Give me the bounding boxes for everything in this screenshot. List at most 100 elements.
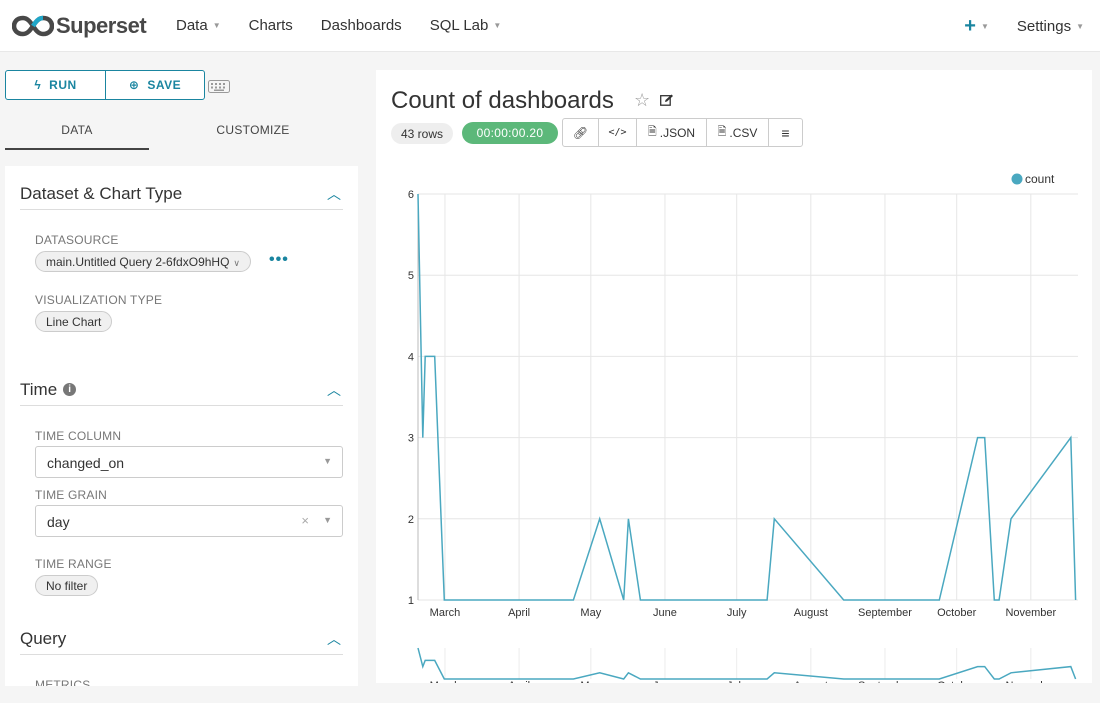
time-grain-label: TIME GRAIN — [35, 488, 108, 502]
plus-circle-icon: ⊕ — [128, 78, 140, 92]
file-icon: 🗎 — [717, 126, 727, 138]
clear-icon[interactable]: × — [301, 513, 309, 528]
save-button[interactable]: ⊕ SAVE — [105, 71, 204, 99]
x-tick-label: November — [1005, 680, 1056, 683]
json-button[interactable]: 🗎 .JSON — [636, 119, 706, 146]
new-menu[interactable]: + ▼ — [950, 0, 1003, 52]
y-tick-label: 6 — [408, 189, 414, 201]
x-tick-label: July — [727, 680, 747, 683]
csv-button[interactable]: 🗎 .CSV — [706, 119, 768, 146]
settings-menu[interactable]: Settings ▼ — [1003, 0, 1084, 52]
datasource-value: main.Untitled Query 2-6fdxO9hHQ — [46, 255, 230, 269]
plus-icon: + — [964, 14, 976, 37]
control-tabs: DATA CUSTOMIZE — [5, 114, 358, 150]
top-navbar: Superset Data ▼ Charts Dashboards SQL Lab… — [0, 0, 1100, 52]
bolt-icon: ϟ — [34, 78, 42, 92]
chevron-up-icon[interactable]: ︿ — [327, 186, 341, 202]
y-tick-label: 3 — [408, 433, 414, 445]
x-tick-label: March — [430, 680, 461, 683]
nav-data[interactable]: Data ▼ — [162, 0, 235, 52]
x-tick-label: June — [653, 607, 677, 619]
y-tick-label: 4 — [408, 351, 414, 363]
x-tick-label: September — [858, 680, 912, 683]
chevron-down-icon: ▼ — [212, 21, 221, 30]
nav-charts[interactable]: Charts — [235, 0, 307, 52]
chevron-down-icon: ▼ — [1076, 21, 1084, 31]
chevron-down-icon: ▼ — [323, 515, 332, 525]
time-grain-value: day — [47, 514, 70, 530]
viz-type-label: VISUALIZATION TYPE — [35, 293, 163, 307]
nav-data-label: Data — [176, 17, 208, 34]
y-axis-ticks: 1 2 3 4 5 6 — [408, 189, 414, 607]
run-button[interactable]: ϟ RUN — [6, 71, 105, 99]
x-tick-label: November — [1005, 607, 1056, 619]
nav-charts-label: Charts — [248, 17, 293, 34]
link-button[interactable]: 🔗︎ — [563, 119, 598, 146]
embed-button[interactable]: </> — [598, 119, 636, 146]
x-tick-label: October — [937, 607, 976, 619]
chevron-down-icon: ▼ — [493, 21, 502, 30]
info-icon[interactable]: i — [63, 383, 77, 396]
chart-title[interactable]: Count of dashboards — [391, 87, 614, 114]
y-tick-label: 2 — [408, 514, 414, 526]
query-time-badge: 00:00:00.20 — [462, 122, 558, 144]
edit-icon[interactable] — [660, 94, 674, 106]
time-range-pill[interactable]: No filter — [35, 575, 99, 596]
data-panel: Dataset & Chart Type ︿ DATASOURCE main.U… — [5, 166, 358, 686]
time-column-select[interactable]: changed_on ▼ — [35, 446, 343, 478]
x-tick-label: July — [727, 607, 747, 619]
tab-data[interactable]: DATA — [5, 114, 149, 150]
chevron-down-icon: ▼ — [323, 456, 332, 466]
keyboard-icon[interactable] — [208, 80, 230, 93]
nav-sql-lab[interactable]: SQL Lab ▼ — [416, 0, 516, 52]
hamburger-icon: ≡ — [781, 124, 790, 141]
link-icon: 🔗︎ — [572, 125, 589, 140]
brand[interactable]: Superset — [12, 13, 162, 39]
star-icon[interactable]: ☆ — [634, 90, 651, 110]
chart-legend: count — [1011, 172, 1055, 186]
chart-panel: Count of dashboards ☆ 43 rows 00:00:00.2… — [376, 70, 1092, 683]
section-query-title: Query — [20, 628, 67, 648]
section-dataset-header[interactable]: Dataset & Chart Type ︿ — [20, 178, 343, 210]
nav-dashboards-label: Dashboards — [320, 17, 402, 34]
chevron-up-icon[interactable]: ︿ — [327, 631, 341, 647]
legend-label: count — [1025, 172, 1055, 186]
chevron-down-icon: ∨ — [233, 258, 241, 268]
code-icon: </> — [608, 127, 627, 138]
time-column-value: changed_on — [47, 455, 125, 471]
section-time-title: Time — [20, 379, 58, 399]
chart-grid — [417, 193, 1078, 679]
x-tick-label: April — [508, 607, 530, 619]
superset-logo-icon — [12, 15, 54, 36]
datasource-label: DATASOURCE — [35, 233, 119, 247]
save-label: SAVE — [147, 78, 182, 92]
x-tick-label: August — [794, 607, 828, 619]
line-chart: 1 2 3 4 5 6 March March April April May May June Jun… — [408, 172, 1078, 683]
x-tick-label: June — [653, 680, 677, 683]
x-tick-label: August — [794, 680, 828, 683]
row-count-badge: 43 rows — [391, 123, 454, 144]
chevron-down-icon: ▼ — [980, 21, 989, 31]
series-line-count — [417, 193, 1077, 601]
more-options-icon[interactable]: ••• — [269, 251, 289, 268]
nav-dashboards[interactable]: Dashboards — [307, 0, 416, 52]
y-tick-label: 1 — [408, 595, 414, 607]
tab-customize[interactable]: CUSTOMIZE — [216, 123, 290, 137]
y-tick-label: 5 — [408, 270, 414, 282]
time-grain-select[interactable]: day × ▼ — [35, 505, 343, 537]
chevron-up-icon[interactable]: ︿ — [327, 382, 341, 398]
x-tick-label: May — [580, 607, 601, 619]
json-label: .JSON — [659, 125, 696, 140]
more-menu-button[interactable]: ≡ — [768, 119, 802, 146]
x-tick-label: March — [430, 607, 461, 619]
context-series-line-count — [417, 647, 1077, 680]
section-dataset-title: Dataset & Chart Type — [20, 183, 183, 203]
viz-type-pill[interactable]: Line Chart — [35, 311, 113, 332]
section-query-header[interactable]: Query ︿ — [20, 623, 343, 655]
section-time-header[interactable]: Time i ︿ — [20, 374, 343, 406]
datasource-pill[interactable]: main.Untitled Query 2-6fdxO9hHQ ∨ — [35, 251, 252, 272]
x-tick-label: October — [937, 680, 976, 683]
x-tick-label: April — [508, 680, 530, 683]
brand-name: Superset — [56, 12, 147, 38]
metrics-label: METRICS — [35, 678, 91, 686]
